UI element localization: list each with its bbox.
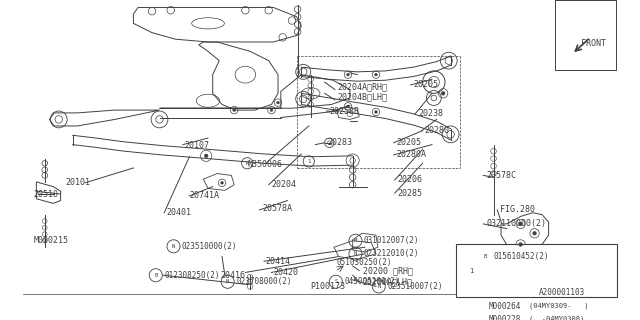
Text: 20578C: 20578C: [486, 171, 516, 180]
Circle shape: [221, 181, 223, 184]
Text: S: S: [334, 279, 337, 284]
Text: 20200 〈RH〉: 20200 〈RH〉: [363, 266, 413, 275]
Text: 032110000(2): 032110000(2): [486, 220, 546, 228]
Text: 20204B〈LH〉: 20204B〈LH〉: [338, 92, 388, 101]
Text: 1: 1: [307, 159, 310, 164]
Text: 20741A: 20741A: [189, 191, 220, 200]
Text: 20416: 20416: [220, 271, 245, 280]
Text: 20205: 20205: [413, 80, 438, 89]
Text: B: B: [154, 273, 157, 278]
Text: 015610452(2): 015610452(2): [493, 252, 549, 261]
FancyBboxPatch shape: [22, 0, 618, 299]
Circle shape: [270, 109, 273, 111]
Text: 023510000(2): 023510000(2): [182, 242, 237, 251]
Circle shape: [347, 73, 349, 76]
Circle shape: [532, 231, 536, 235]
Text: M000228: M000228: [489, 315, 521, 320]
Circle shape: [204, 154, 208, 158]
Text: (  -04MY0308): ( -04MY0308): [529, 316, 584, 320]
Text: (04MY0309-   ): (04MY0309- ): [529, 303, 589, 309]
Text: N: N: [246, 161, 249, 166]
Text: 023708000(2): 023708000(2): [236, 277, 292, 286]
Text: B: B: [483, 254, 487, 259]
Text: 20204: 20204: [271, 180, 296, 189]
Text: A200001103: A200001103: [540, 288, 586, 298]
Text: 20200A〈LH〉: 20200A〈LH〉: [363, 277, 413, 286]
Text: 20204A〈RH〉: 20204A〈RH〉: [338, 82, 388, 91]
FancyBboxPatch shape: [555, 0, 616, 70]
Text: 20414: 20414: [266, 257, 291, 266]
Text: N: N: [354, 251, 357, 256]
Text: 023212010(2): 023212010(2): [364, 249, 419, 258]
Text: N: N: [377, 284, 380, 289]
Circle shape: [374, 73, 378, 76]
Text: 20280A: 20280A: [397, 150, 426, 159]
Text: 031012007(2): 031012007(2): [364, 236, 419, 245]
Text: 20205: 20205: [397, 138, 422, 147]
Text: 20258B: 20258B: [330, 107, 359, 116]
Text: 20510: 20510: [33, 189, 59, 199]
FancyBboxPatch shape: [456, 244, 617, 297]
Text: P100173: P100173: [310, 282, 346, 291]
Text: 20101: 20101: [65, 178, 90, 188]
Text: 20578A: 20578A: [262, 204, 292, 213]
Circle shape: [519, 222, 522, 226]
Text: 20283: 20283: [328, 138, 353, 147]
Text: N: N: [226, 279, 229, 284]
Text: M: M: [354, 238, 357, 243]
Text: 1: 1: [469, 268, 473, 274]
Circle shape: [233, 109, 236, 111]
Text: 20401: 20401: [166, 208, 191, 217]
Text: N: N: [172, 244, 175, 249]
Text: 20238: 20238: [418, 109, 443, 118]
Text: 051030250(2): 051030250(2): [337, 258, 392, 267]
Text: 20206: 20206: [397, 175, 422, 184]
Text: FIG.280: FIG.280: [500, 205, 535, 214]
Text: 20420: 20420: [273, 268, 298, 277]
Text: 20107: 20107: [185, 141, 210, 150]
Text: 20285: 20285: [397, 188, 422, 198]
Text: M000264: M000264: [489, 301, 521, 310]
Circle shape: [519, 243, 522, 246]
Text: 012308250(2): 012308250(2): [164, 271, 220, 280]
Circle shape: [347, 105, 349, 108]
Text: N350006: N350006: [247, 160, 282, 169]
Text: 023510007(2): 023510007(2): [387, 282, 443, 291]
Text: 20280: 20280: [424, 126, 449, 135]
Text: 045005100(2): 045005100(2): [344, 277, 400, 286]
Circle shape: [276, 101, 280, 104]
Text: FRONT: FRONT: [581, 39, 606, 48]
Circle shape: [374, 111, 378, 113]
Text: M000215: M000215: [33, 236, 68, 245]
Circle shape: [442, 92, 445, 95]
